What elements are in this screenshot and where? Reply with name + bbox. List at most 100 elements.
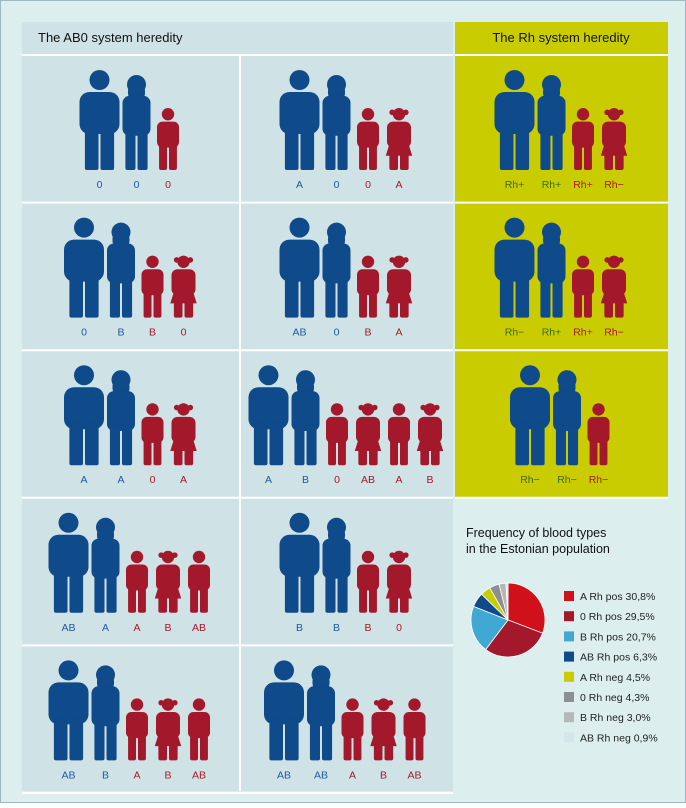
pigtail: [403, 110, 409, 116]
leg: [70, 571, 84, 613]
torso: [249, 387, 289, 429]
head: [592, 403, 604, 415]
leg: [500, 128, 514, 170]
head: [74, 218, 94, 238]
leg: [354, 734, 362, 760]
head: [577, 108, 589, 120]
leg: [159, 144, 167, 170]
leg: [69, 423, 83, 465]
leg: [568, 425, 578, 465]
legend-swatch: [564, 672, 574, 682]
legend-label: A Rh pos: [580, 591, 623, 603]
pigtail: [403, 257, 409, 263]
head: [362, 256, 374, 268]
head: [274, 660, 294, 680]
person-label: AB: [192, 622, 206, 634]
person-label: B: [149, 327, 156, 339]
leg: [128, 734, 136, 760]
pigtail: [158, 552, 164, 558]
leg: [185, 292, 194, 318]
leg: [325, 573, 335, 613]
person-label: AB: [61, 769, 75, 781]
legend-text: 0 Rh pos 29,5%: [580, 611, 655, 623]
torso: [64, 240, 104, 282]
leg: [200, 734, 208, 760]
legend-swatch: [564, 732, 574, 742]
person-label: Rh−: [520, 474, 540, 486]
head: [377, 698, 389, 710]
leg: [325, 130, 335, 170]
person-label: 0: [134, 179, 140, 191]
abo-title: The AB0 system heredity: [38, 30, 183, 45]
leg: [359, 292, 367, 318]
leg: [158, 734, 167, 760]
leg: [328, 439, 336, 465]
leg: [390, 439, 398, 465]
leg: [615, 292, 624, 318]
leg: [94, 573, 104, 613]
torso: [553, 391, 581, 431]
pigtail: [174, 257, 180, 263]
legend-value: 6,3%: [633, 652, 657, 664]
person-label: A: [180, 474, 187, 486]
legend-label: AB Rh neg: [580, 732, 631, 744]
torso: [388, 417, 410, 443]
leg: [338, 439, 346, 465]
leg: [285, 571, 299, 613]
head: [290, 513, 310, 533]
leg: [158, 587, 167, 613]
head: [393, 256, 405, 268]
torso: [572, 122, 594, 148]
leg: [285, 276, 299, 318]
person-label: A: [133, 769, 140, 781]
leg: [584, 144, 592, 170]
legend-swatch: [564, 712, 574, 722]
torso: [280, 92, 320, 134]
pigtail: [389, 552, 395, 558]
legend-text: B Rh pos 20,7%: [580, 631, 656, 643]
leg: [400, 292, 409, 318]
torso: [157, 122, 179, 148]
head: [520, 365, 540, 385]
person-label: B: [380, 769, 387, 781]
legend-value: 4,5%: [626, 672, 650, 684]
pigtail: [172, 700, 178, 706]
leg: [600, 439, 608, 465]
legend-label: B Rh pos: [580, 631, 623, 643]
leg: [338, 130, 348, 170]
torso: [588, 417, 610, 443]
head: [505, 70, 525, 90]
person-label: 0: [334, 179, 340, 191]
leg: [174, 292, 183, 318]
pigtail: [420, 405, 426, 411]
leg: [325, 278, 335, 318]
head: [162, 108, 174, 120]
leg: [190, 587, 198, 613]
pigtail: [358, 405, 364, 411]
pie-title: in the Estonian population: [466, 542, 610, 556]
torso: [342, 712, 364, 738]
torso: [280, 535, 320, 577]
person-label: B: [333, 622, 340, 634]
pigtail: [434, 405, 440, 411]
leg: [138, 587, 146, 613]
pigtail: [158, 700, 164, 706]
torso: [572, 269, 594, 295]
person-label: Rh+: [542, 327, 562, 339]
leg: [107, 573, 117, 613]
torso: [510, 387, 550, 429]
torso: [107, 244, 135, 284]
torso: [142, 269, 164, 295]
leg: [420, 439, 429, 465]
person-label: AB: [192, 769, 206, 781]
leg: [322, 721, 332, 761]
head: [177, 403, 189, 415]
person-label: Rh+: [573, 327, 593, 339]
person-label: B: [102, 769, 109, 781]
head: [131, 698, 143, 710]
leg: [385, 734, 394, 760]
head: [162, 551, 174, 563]
torso: [49, 535, 89, 577]
person-label: A: [102, 622, 109, 634]
leg: [431, 439, 440, 465]
